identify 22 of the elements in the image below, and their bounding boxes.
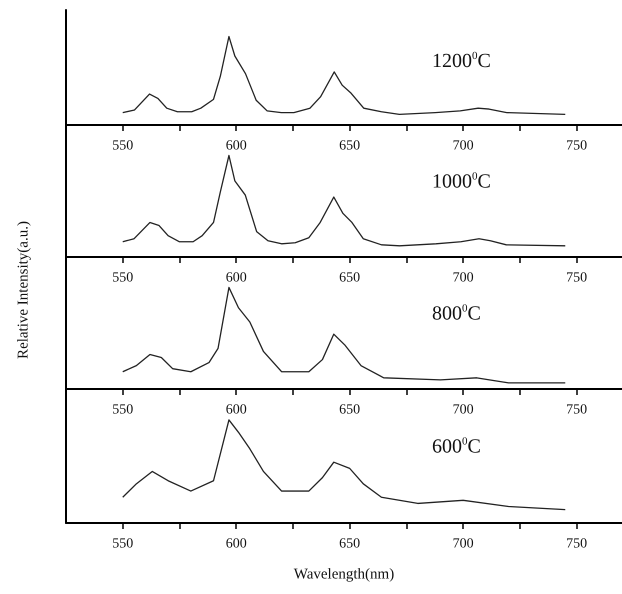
x-tick-label: 750 bbox=[566, 138, 588, 154]
x-tick-label: 600 bbox=[226, 402, 247, 418]
x-tick-label: 650 bbox=[339, 138, 360, 154]
y-axis-title: Relative Intensity(a.u.) bbox=[16, 221, 32, 359]
x-tick-label: 700 bbox=[452, 138, 474, 154]
x-tick-label: 600 bbox=[226, 138, 247, 154]
x-tick-label: 600 bbox=[226, 536, 247, 552]
x-tick-label: 550 bbox=[112, 402, 134, 418]
x-tick-label: 700 bbox=[452, 270, 474, 286]
x-tick-label: 550 bbox=[112, 138, 134, 154]
x-tick-label: 650 bbox=[339, 270, 360, 286]
x-tick-label: 650 bbox=[339, 536, 360, 552]
x-tick-label: 700 bbox=[452, 536, 474, 552]
x-tick-label: 550 bbox=[112, 270, 134, 286]
x-tick-label: 700 bbox=[452, 402, 474, 418]
x-tick-label: 750 bbox=[566, 270, 588, 286]
x-tick-label: 750 bbox=[566, 536, 588, 552]
x-tick-label: 750 bbox=[566, 402, 588, 418]
x-tick-label: 600 bbox=[226, 270, 247, 286]
x-tick-label: 650 bbox=[339, 402, 360, 418]
x-tick-label: 550 bbox=[112, 536, 134, 552]
x-axis-title: Wavelength(nm) bbox=[294, 566, 394, 582]
